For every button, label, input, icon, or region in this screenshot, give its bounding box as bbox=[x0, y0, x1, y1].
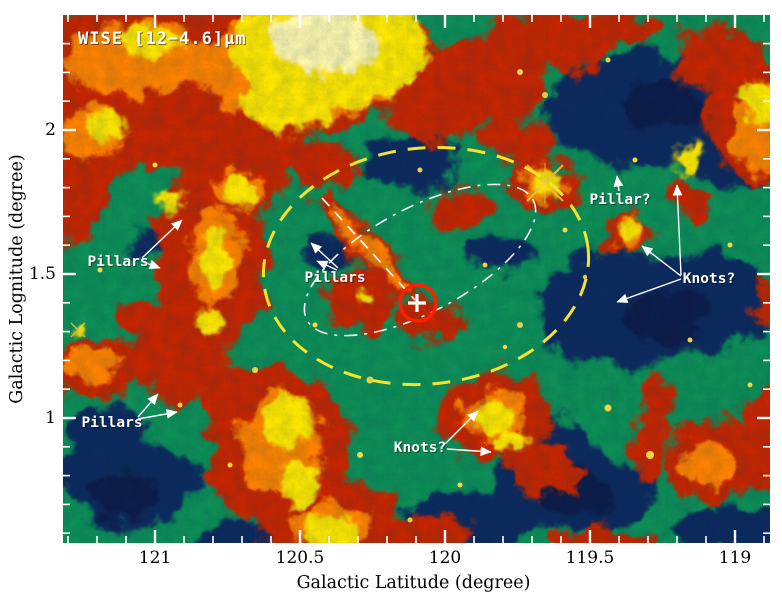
figure-title: WISE [12−4.6]μm bbox=[78, 29, 247, 49]
x-tick-label: 120.5 bbox=[275, 548, 325, 568]
red-circle-marker bbox=[398, 283, 438, 323]
x-axis-title: Galactic Latitude (degree) bbox=[296, 573, 531, 593]
x-tick-label: 121 bbox=[138, 548, 172, 568]
annotation-knots-bottom: Knots? bbox=[394, 440, 446, 456]
plot-area: Pillars Pillars Pillar? Knots? Pillars K… bbox=[63, 15, 770, 543]
central-cross-marker bbox=[408, 294, 426, 312]
tick-marks bbox=[63, 15, 770, 543]
annotation-pillars-center: Pillars bbox=[304, 270, 365, 286]
white-dashdot-ellipse bbox=[303, 183, 537, 337]
x-tick-label: 119.5 bbox=[565, 548, 615, 568]
y-tick-label: 1 bbox=[45, 408, 56, 428]
annotation-arrows bbox=[137, 175, 683, 457]
x-tick-label: 120 bbox=[428, 548, 462, 568]
y-tick-label: 2 bbox=[45, 120, 56, 140]
y-axis-title: Galactic Lognitude (degree) bbox=[7, 154, 27, 404]
white-dashed-axis-line bbox=[321, 197, 416, 301]
annotation-knots-right: Knots? bbox=[683, 271, 735, 287]
annotation-pillar-right: Pillar? bbox=[589, 192, 650, 208]
annotation-pillars-left: Pillars bbox=[87, 254, 148, 270]
y-tick-label: 1.5 bbox=[28, 264, 56, 284]
map-grain-texture bbox=[63, 15, 770, 543]
annotation-pillars-bottom-left: Pillars bbox=[81, 415, 142, 431]
nebula-map-image: Pillars Pillars Pillar? Knots? Pillars K… bbox=[63, 15, 770, 543]
x-tick-label: 119 bbox=[718, 548, 752, 568]
